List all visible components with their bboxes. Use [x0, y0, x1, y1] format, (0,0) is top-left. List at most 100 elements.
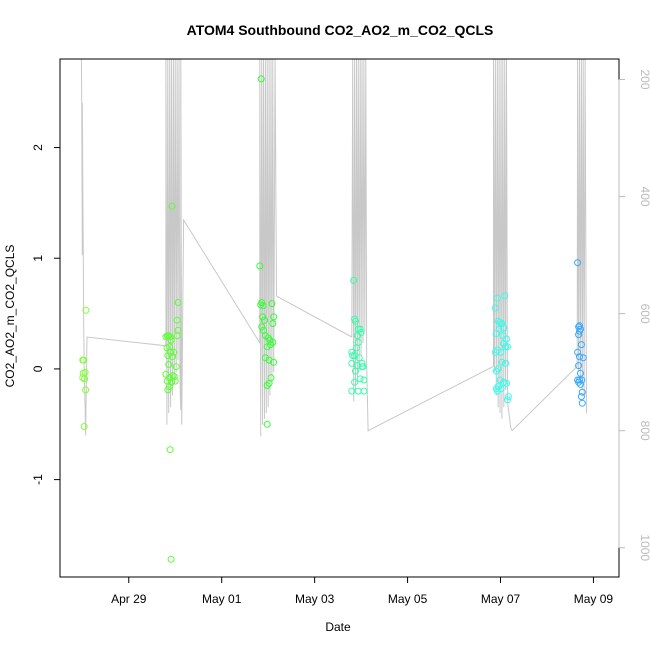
data-point — [168, 202, 176, 210]
data-point — [80, 423, 88, 430]
data-point — [497, 348, 505, 356]
data-point — [265, 379, 273, 387]
data-point — [502, 343, 510, 351]
data-point — [504, 396, 511, 404]
series-2 — [162, 202, 182, 563]
data-point — [167, 555, 175, 563]
data-point — [579, 354, 587, 362]
chart-title: ATOM4 Southbound CO2_AO2_m_CO2_QCLS — [187, 22, 494, 38]
data-point — [349, 352, 357, 360]
data-point — [576, 327, 583, 335]
series-6 — [574, 259, 587, 407]
data-point — [360, 387, 368, 395]
data-point — [174, 326, 182, 334]
data-point — [496, 376, 504, 384]
data-point — [166, 446, 174, 454]
secondary-tick-label: 400 — [638, 187, 650, 207]
data-point — [493, 346, 501, 354]
data-point — [270, 313, 278, 321]
data-point — [493, 294, 501, 302]
data-point — [501, 292, 509, 300]
data-point — [355, 354, 363, 362]
data-point — [257, 301, 265, 309]
data-point — [352, 367, 359, 375]
series-4 — [348, 276, 368, 395]
data-point — [163, 344, 171, 352]
data-point — [82, 386, 90, 394]
data-point — [350, 276, 358, 284]
data-point — [171, 377, 179, 385]
data-point — [577, 393, 585, 401]
data-point — [270, 358, 278, 366]
data-point — [170, 348, 178, 356]
data-point — [356, 375, 364, 383]
data-point — [491, 304, 499, 312]
data-point — [576, 353, 583, 361]
data-point — [172, 363, 180, 371]
data-point — [261, 354, 269, 362]
data-point — [493, 387, 501, 395]
data-point — [258, 323, 266, 331]
data-point — [357, 328, 365, 336]
secondary-tick-label: 600 — [638, 304, 650, 324]
altitude-trace-line — [80, 58, 587, 437]
data-point — [503, 379, 510, 387]
data-point — [257, 75, 265, 83]
data-point — [574, 348, 582, 356]
data-point — [348, 359, 356, 367]
data-point — [268, 300, 276, 308]
data-point — [164, 386, 172, 394]
data-point — [167, 348, 175, 356]
data-point — [166, 333, 174, 341]
x-tick-label: May 03 — [295, 592, 335, 606]
data-point — [502, 359, 510, 367]
secondary-tick-label: 800 — [638, 421, 650, 441]
data-point — [174, 299, 182, 306]
data-point — [574, 259, 582, 267]
data-point — [165, 361, 173, 368]
x-tick-label: May 01 — [202, 592, 242, 606]
data-point — [351, 378, 359, 386]
data-point — [498, 358, 506, 366]
data-point — [82, 306, 90, 314]
data-point — [575, 323, 583, 331]
data-point — [264, 334, 272, 342]
series-5 — [491, 292, 512, 404]
data-point — [261, 316, 268, 324]
x-tick-label: May 05 — [388, 592, 428, 606]
data-point — [81, 368, 89, 376]
series-3 — [256, 75, 278, 428]
y-tick-label: 1 — [31, 255, 45, 262]
y-tick-label: 0 — [31, 365, 45, 372]
data-point — [354, 338, 362, 346]
data-point — [269, 320, 277, 327]
y-axis-label: CO2_AO2_m_CO2_QCLS — [3, 245, 17, 388]
data-point — [576, 380, 584, 388]
plot-frame — [59, 58, 620, 578]
series-1 — [79, 306, 90, 430]
data-point — [170, 373, 178, 381]
data-point — [263, 382, 271, 389]
data-point — [358, 363, 366, 371]
x-tick-label: May 09 — [574, 592, 614, 606]
data-point — [256, 262, 264, 270]
data-point — [162, 370, 170, 378]
secondary-tick-label: 200 — [638, 69, 650, 89]
data-point — [269, 338, 277, 346]
altitude-trace-layer — [80, 58, 587, 437]
data-point — [575, 331, 583, 339]
data-point — [356, 325, 364, 333]
y-tick-label: 2 — [31, 144, 45, 151]
data-point — [575, 362, 583, 370]
data-point — [577, 341, 585, 349]
data-point — [494, 365, 502, 373]
data-point — [494, 317, 502, 325]
data-point — [263, 420, 271, 428]
x-tick-label: May 07 — [481, 592, 521, 606]
data-point — [492, 367, 500, 375]
scatter-points-layer — [79, 75, 587, 563]
data-point — [576, 369, 584, 377]
data-point — [495, 325, 503, 333]
data-point — [578, 399, 586, 407]
data-point — [167, 336, 175, 344]
